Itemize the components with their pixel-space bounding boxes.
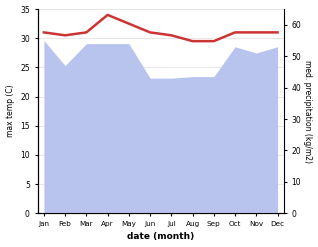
Y-axis label: med. precipitation (kg/m2): med. precipitation (kg/m2) xyxy=(303,60,313,163)
Y-axis label: max temp (C): max temp (C) xyxy=(5,85,15,138)
X-axis label: date (month): date (month) xyxy=(127,232,194,242)
